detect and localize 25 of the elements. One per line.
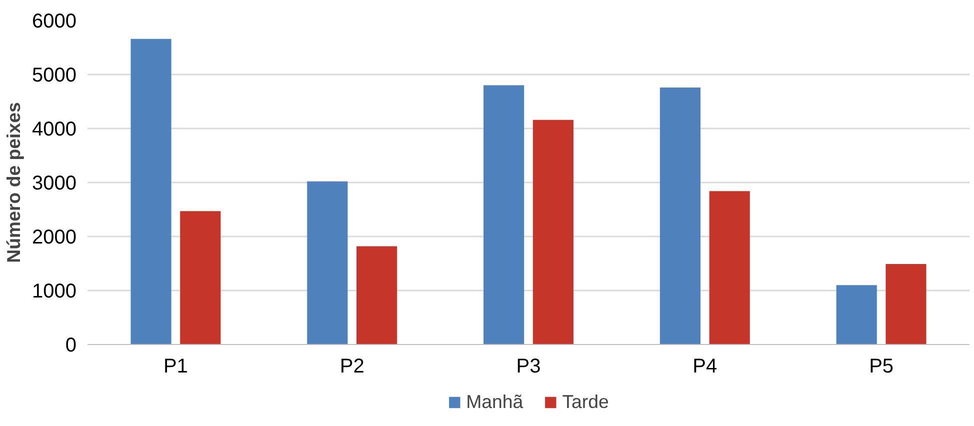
bar xyxy=(836,285,877,344)
bar xyxy=(130,38,172,344)
y-axis-title: Número de peixes xyxy=(3,102,24,263)
x-tick-label: P2 xyxy=(340,356,364,378)
bar xyxy=(484,85,524,344)
bar xyxy=(532,120,574,344)
bar xyxy=(356,246,398,344)
y-tick-label: 1000 xyxy=(32,280,77,302)
x-tick-label: P1 xyxy=(163,356,188,378)
x-tick-label: P3 xyxy=(516,356,541,378)
bar xyxy=(180,211,221,344)
bar xyxy=(886,264,926,344)
bar xyxy=(307,181,348,344)
y-tick-label: 2000 xyxy=(32,226,77,248)
y-tick-label: 5000 xyxy=(32,64,77,86)
bar xyxy=(709,191,750,344)
x-tick-label: P4 xyxy=(692,356,718,378)
y-tick-label: 0 xyxy=(65,334,76,356)
legend-label: Tarde xyxy=(562,391,609,413)
bar xyxy=(660,87,700,344)
y-tick-label: 6000 xyxy=(32,10,77,32)
y-tick-label: 4000 xyxy=(32,118,77,140)
y-tick-label: 3000 xyxy=(32,172,77,194)
x-tick-label: P5 xyxy=(869,356,894,378)
legend-label: Manhã xyxy=(466,391,524,413)
